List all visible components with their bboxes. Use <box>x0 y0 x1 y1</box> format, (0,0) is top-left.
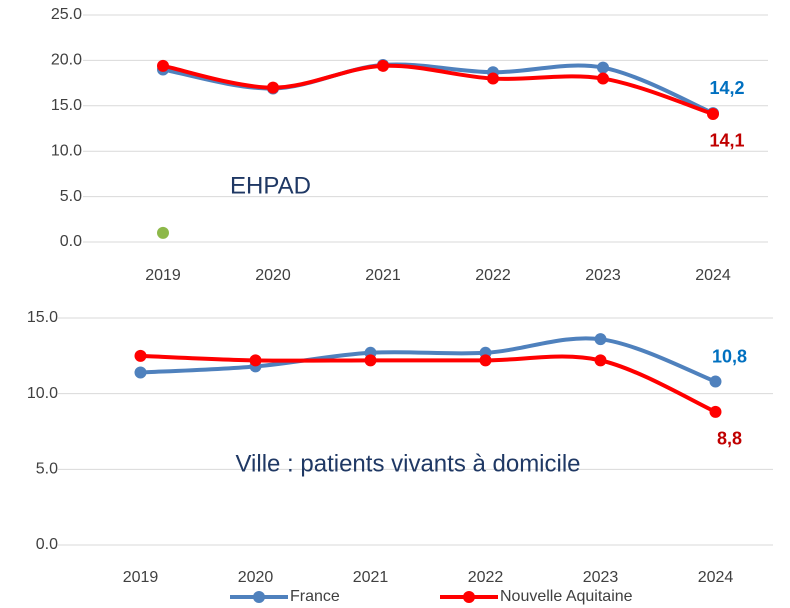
y-tick-label: 5.0 <box>60 188 82 205</box>
data-point <box>364 354 377 367</box>
legend-label: Nouvelle Aquitaine <box>500 588 633 605</box>
annotation: EHPAD <box>230 172 311 199</box>
data-point <box>134 349 147 362</box>
data-label: 14,1 <box>709 131 744 151</box>
y-tick-label: 10.0 <box>51 142 82 159</box>
data-label: 10,8 <box>712 346 747 366</box>
x-tick-label: 2020 <box>255 267 291 284</box>
y-tick-label: 10.0 <box>27 385 58 402</box>
annotation: Ville : patients vivants à domicile <box>235 450 580 477</box>
data-label: 8,8 <box>717 429 742 449</box>
data-point <box>594 354 607 367</box>
x-tick-label: 2023 <box>585 267 621 284</box>
x-tick-label: 2022 <box>468 569 504 586</box>
data-point <box>134 366 147 379</box>
data-point <box>597 72 609 85</box>
y-tick-label: 20.0 <box>51 52 82 69</box>
x-tick-label: 2021 <box>365 267 401 284</box>
y-tick-label: 0.0 <box>36 536 58 553</box>
data-point <box>377 59 389 72</box>
x-tick-label: 2022 <box>475 267 511 284</box>
y-tick-label: 15.0 <box>51 97 82 114</box>
y-tick-label: 0.0 <box>60 233 82 250</box>
data-point <box>249 354 262 367</box>
data-point <box>709 375 722 388</box>
series-line <box>140 336 717 384</box>
y-tick-label: 25.0 <box>51 6 82 23</box>
data-point <box>597 61 609 74</box>
data-label: 14,2 <box>709 78 744 98</box>
data-point <box>157 226 169 239</box>
x-tick-label: 2019 <box>123 569 159 586</box>
y-tick-label: 15.0 <box>27 309 58 326</box>
data-point <box>479 354 492 367</box>
x-tick-label: 2021 <box>353 569 389 586</box>
x-tick-label: 2023 <box>583 569 619 586</box>
x-tick-label: 2024 <box>695 267 731 284</box>
data-point <box>157 59 169 72</box>
series-line <box>140 353 717 414</box>
data-point <box>709 405 722 418</box>
data-point <box>487 72 499 85</box>
legend-marker <box>463 591 475 603</box>
data-point <box>707 107 719 120</box>
data-point <box>267 81 279 94</box>
x-tick-label: 2020 <box>238 569 274 586</box>
x-tick-label: 2019 <box>145 267 181 284</box>
legend-label: France <box>290 588 340 605</box>
series-line <box>162 63 714 116</box>
legend-marker <box>253 591 265 603</box>
x-tick-label: 2024 <box>698 569 734 586</box>
y-tick-label: 5.0 <box>36 461 58 478</box>
data-point <box>594 333 607 346</box>
